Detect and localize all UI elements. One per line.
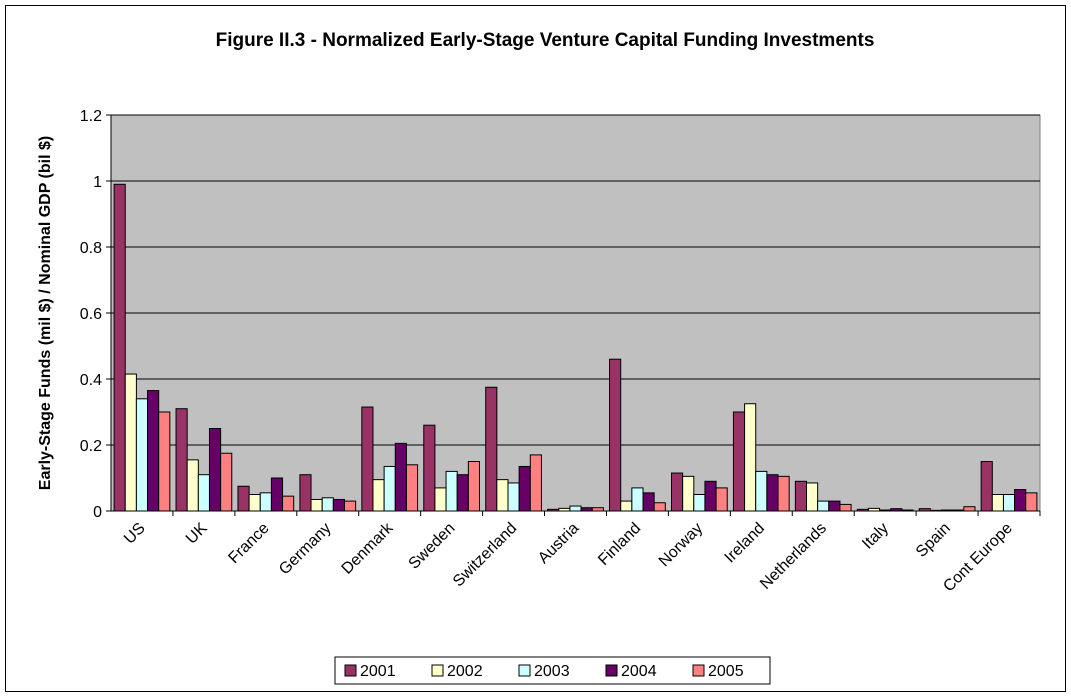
bar: [299, 474, 312, 512]
bar: [310, 498, 323, 512]
bar: [394, 442, 407, 512]
legend-swatch: [605, 664, 618, 677]
bar: [529, 454, 542, 512]
bar: [682, 475, 695, 512]
bar: [828, 500, 841, 512]
legend-label: 2004: [621, 663, 657, 680]
bar: [507, 482, 520, 512]
bar: [963, 506, 976, 512]
bar: [806, 482, 819, 512]
bar: [248, 494, 261, 512]
bar: [1025, 492, 1038, 512]
bar: [817, 500, 830, 512]
chart-title: Figure II.3 - Normalized Early-Stage Ven…: [216, 30, 875, 51]
bar: [485, 386, 498, 512]
bar: [383, 465, 396, 512]
legend-swatch: [692, 664, 705, 677]
bar: [467, 461, 481, 512]
bar: [186, 459, 199, 512]
legend-swatch: [518, 664, 531, 677]
bar: [158, 411, 171, 512]
bar: [744, 403, 757, 512]
bar: [704, 480, 717, 512]
bar: [980, 461, 993, 512]
legend-label: 2005: [708, 663, 744, 680]
y-tick-label: 0.8: [80, 240, 102, 257]
bar: [175, 408, 188, 512]
bar: [423, 424, 436, 512]
bar: [794, 480, 808, 512]
y-tick-label: 0.4: [80, 372, 102, 389]
bar: [113, 183, 126, 512]
bar: [220, 452, 233, 512]
bar: [282, 495, 295, 512]
y-tick-label: 1.2: [80, 108, 102, 125]
bar: [839, 503, 852, 512]
bar: [732, 411, 746, 512]
bar: [653, 502, 666, 512]
bar: [496, 479, 509, 512]
bar: [135, 398, 149, 512]
bar: [569, 505, 582, 512]
legend-label: 2002: [447, 663, 483, 680]
bar: [259, 492, 272, 512]
bar: [343, 500, 357, 512]
bar: [715, 487, 728, 512]
bar: [208, 428, 222, 512]
y-tick-label: 0.6: [80, 306, 102, 323]
bar: [620, 500, 633, 512]
bar: [270, 477, 284, 512]
bar: [456, 474, 469, 512]
bar: [1014, 489, 1027, 512]
y-tick-label: 1: [93, 174, 102, 191]
bar: [518, 465, 531, 512]
bar: [642, 492, 655, 512]
bar: [332, 498, 345, 512]
legend-swatch: [344, 664, 357, 677]
bar: [670, 472, 684, 512]
legend-swatch: [431, 664, 444, 677]
bar: [766, 474, 779, 512]
bar: [777, 475, 790, 512]
bar: [372, 479, 385, 512]
legend-label: 2003: [534, 663, 570, 680]
bar: [197, 474, 210, 512]
legend-label: 2001: [360, 663, 396, 680]
y-axis-label: Early-Stage Funds (mil $) / Nominal GDP …: [37, 136, 54, 490]
bar: [755, 470, 768, 512]
bar: [693, 494, 706, 512]
bar: [445, 470, 458, 512]
bar: [124, 373, 137, 512]
bar: [321, 497, 334, 512]
bar: [361, 406, 374, 512]
y-tick-label: 0.2: [80, 438, 102, 455]
bar: [147, 390, 160, 512]
y-tick-label: 0: [93, 504, 102, 521]
bar: [237, 485, 250, 512]
bar: [1002, 494, 1016, 512]
bar: [991, 494, 1004, 512]
bar: [609, 358, 622, 512]
bar: [631, 487, 644, 512]
bar: [405, 464, 419, 512]
bar: [434, 487, 447, 512]
